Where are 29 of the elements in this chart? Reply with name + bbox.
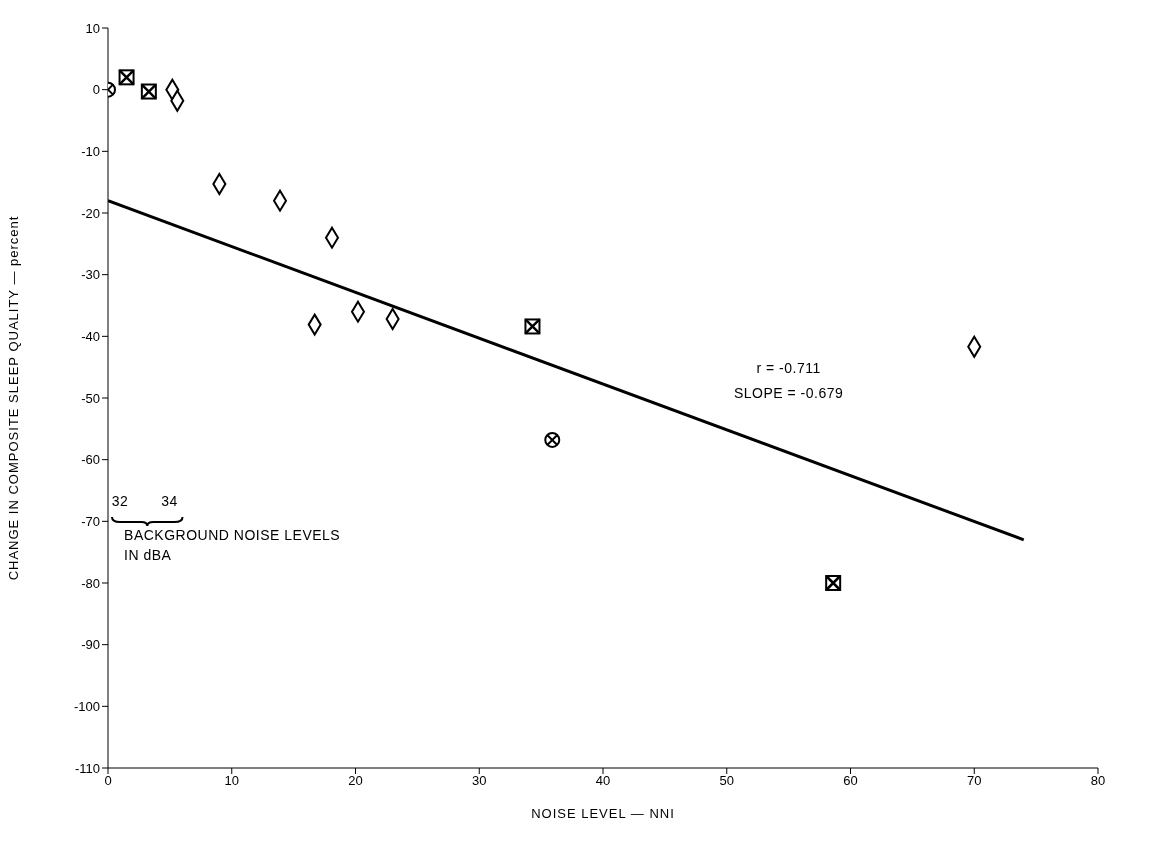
y-tick-label: -90 (81, 637, 100, 653)
y-axis-title: CHANGE IN COMPOSITE SLEEP QUALITY — percent (5, 215, 21, 581)
x-tick-label: 0 (104, 773, 112, 789)
x-tick-label: 40 (595, 773, 611, 789)
annotation: 34 (161, 491, 178, 511)
y-tick-label: 0 (92, 82, 100, 98)
annotation: SLOPE = -0.679 (733, 383, 844, 403)
y-tick-label: -100 (73, 698, 100, 714)
y-tick-label: -10 (81, 143, 100, 159)
y-tick-label: -20 (81, 205, 100, 221)
annotation: 32 (111, 491, 129, 511)
y-tick-label: 10 (85, 20, 100, 36)
y-tick-label: -50 (81, 390, 100, 406)
x-tick-label: 50 (719, 773, 734, 789)
x-tick-label: 20 (348, 773, 363, 789)
x-tick-label: 70 (967, 773, 982, 789)
annotation: BACKGROUND NOISE LEVELS IN dBA (124, 525, 342, 565)
y-tick-label: -30 (81, 267, 100, 283)
y-tick-label: -80 (81, 575, 100, 591)
x-tick-label: 30 (472, 773, 487, 789)
x-axis-title: NOISE LEVEL — NNI (531, 806, 675, 821)
annotation: r = -0.711 (756, 359, 821, 379)
y-tick-label: -60 (81, 452, 100, 468)
x-tick-label: 10 (224, 773, 239, 789)
y-tick-label: -40 (81, 328, 100, 344)
y-tick-label: -110 (74, 760, 100, 776)
y-tick-label: -70 (81, 513, 100, 529)
x-tick-label: 60 (843, 773, 858, 789)
x-tick-label: 80 (1090, 773, 1106, 789)
